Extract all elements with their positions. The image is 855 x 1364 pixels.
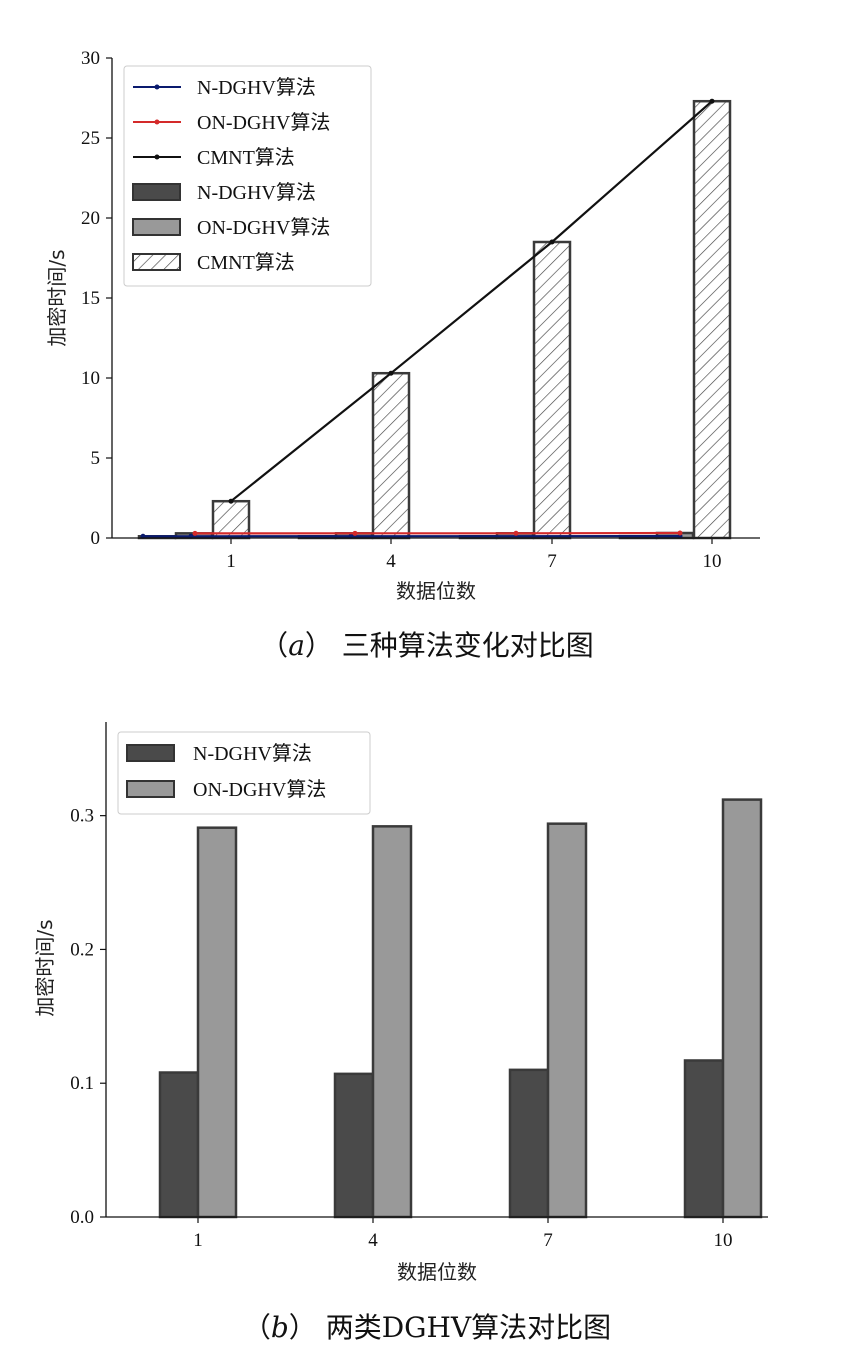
caption-b-label: b [271,1311,289,1344]
y-tick-label: 0 [91,528,101,549]
bar-cmnt [532,240,572,540]
caption-a-text: 三种算法变化对比图 [342,629,594,662]
x-tick-label: 7 [543,1230,553,1251]
x-tick-label: 4 [386,551,396,572]
line-cmnt-point [388,370,394,376]
legend-a-bar-on-dghv: ON-DGHV算法 [132,216,330,239]
line-on-dghv-point [677,530,683,536]
y-tick-label: 0.1 [70,1073,94,1094]
x-tick-label: 10 [703,551,722,572]
chart-a-x-ticks: 1 4 7 10 [226,538,722,572]
caption-b-text: 两类DGHV算法对比图 [326,1311,611,1344]
line-on-dghv-point [513,530,519,536]
legend-a-bar-cmnt: CMNT算法 [132,251,295,274]
chart-b-x-ticks: 1 4 7 10 [193,1217,733,1251]
chart-b-y-label: 加密时间/s [33,919,57,1016]
line-cmnt-point [709,98,715,104]
legend-a-line-cmnt: CMNT算法 [133,146,295,169]
legend-a-label-cmnt-line: CMNT算法 [197,146,295,169]
caption-b: （b） 两类DGHV算法对比图 [243,1311,611,1344]
legend-a-label-n-dghv-bar: N-DGHV算法 [197,181,316,204]
chart-a-lines [140,98,715,539]
legend-a-label-on-dghv-line: ON-DGHV算法 [197,111,330,134]
legend-b-bar-on-dghv: ON-DGHV算法 [126,778,326,801]
legend-a-bar-n-dghv: N-DGHV算法 [132,181,316,204]
bar-on-dghv [371,825,413,1219]
y-tick-label: 30 [81,48,100,69]
caption-b-close-paren: ） [289,1311,326,1344]
bar-n-dghv [508,1068,550,1219]
caption-b-open-paren: （ [243,1311,271,1344]
legend-a-line-on-dghv: ON-DGHV算法 [133,111,330,134]
y-tick-label: 20 [81,208,100,229]
x-tick-label: 4 [368,1230,378,1251]
chart-a-legend: N-DGHV算法 ON-DGHV算法 CMNT算法 N-DGHV算法 ON-DG… [123,65,372,287]
y-tick-label: 5 [91,448,101,469]
y-tick-label: 10 [81,368,100,389]
bar-cmnt [371,371,411,540]
line-on-dghv-point [352,530,358,536]
caption-a: （a） 三种算法变化对比图 [260,629,594,662]
y-tick-label: 15 [81,288,100,309]
line-on-dghv-point [192,530,198,536]
line-cmnt [230,100,713,503]
legend-a-line-n-dghv: N-DGHV算法 [133,76,316,99]
x-tick-label: 10 [714,1230,733,1251]
x-tick-label: 1 [226,551,236,572]
bar-n-dghv [158,1071,200,1219]
y-tick-label: 25 [81,128,100,149]
legend-a-label-on-dghv-bar: ON-DGHV算法 [197,216,330,239]
caption-a-close-paren: ） [305,629,342,662]
caption-a-label: a [288,629,305,662]
legend-b-bar-n-dghv: N-DGHV算法 [126,742,312,765]
y-tick-label: 0.2 [70,939,94,960]
chart-a-y-label: 加密时间/s [45,249,69,346]
legend-a-label-n-dghv-line: N-DGHV算法 [197,76,316,99]
legend-b-label-n-dghv: N-DGHV算法 [193,742,312,765]
caption-a-open-paren: （ [260,629,288,662]
chart-a-y-ticks: 0 5 10 15 20 25 30 [81,48,112,549]
line-cmnt-point [228,498,234,504]
y-tick-label: 0.3 [70,806,94,827]
x-tick-label: 1 [193,1230,203,1251]
legend-a-label-cmnt-bar: CMNT算法 [197,251,295,274]
chart-b-y-ticks: 0.0 0.1 0.2 0.3 [70,806,106,1228]
bar-on-dghv [196,826,238,1219]
chart-b: 0.0 0.1 0.2 0.3 1 4 7 10 数据位数 加密时间/s N-DGHV算法 … [33,722,768,1344]
bar-n-dghv [683,1059,725,1219]
bar-cmnt [692,99,732,540]
chart-b-legend: N-DGHV算法 ON-DGHV算法 [117,731,371,815]
y-tick-label: 0.0 [70,1207,94,1228]
bar-n-dghv [333,1072,375,1219]
chart-a-x-label: 数据位数 [396,579,476,603]
chart-b-bars [158,798,763,1219]
x-tick-label: 7 [547,551,557,572]
bar-on-dghv [721,798,763,1219]
chart-a: 0 5 10 15 20 25 30 1 4 7 10 数据位数 加密时间/s N-DGHV算法 … [45,48,760,662]
line-cmnt-point [549,239,555,245]
legend-b-label-on-dghv: ON-DGHV算法 [193,778,326,801]
chart-b-x-label: 数据位数 [397,1260,477,1284]
bar-on-dghv [546,822,588,1219]
